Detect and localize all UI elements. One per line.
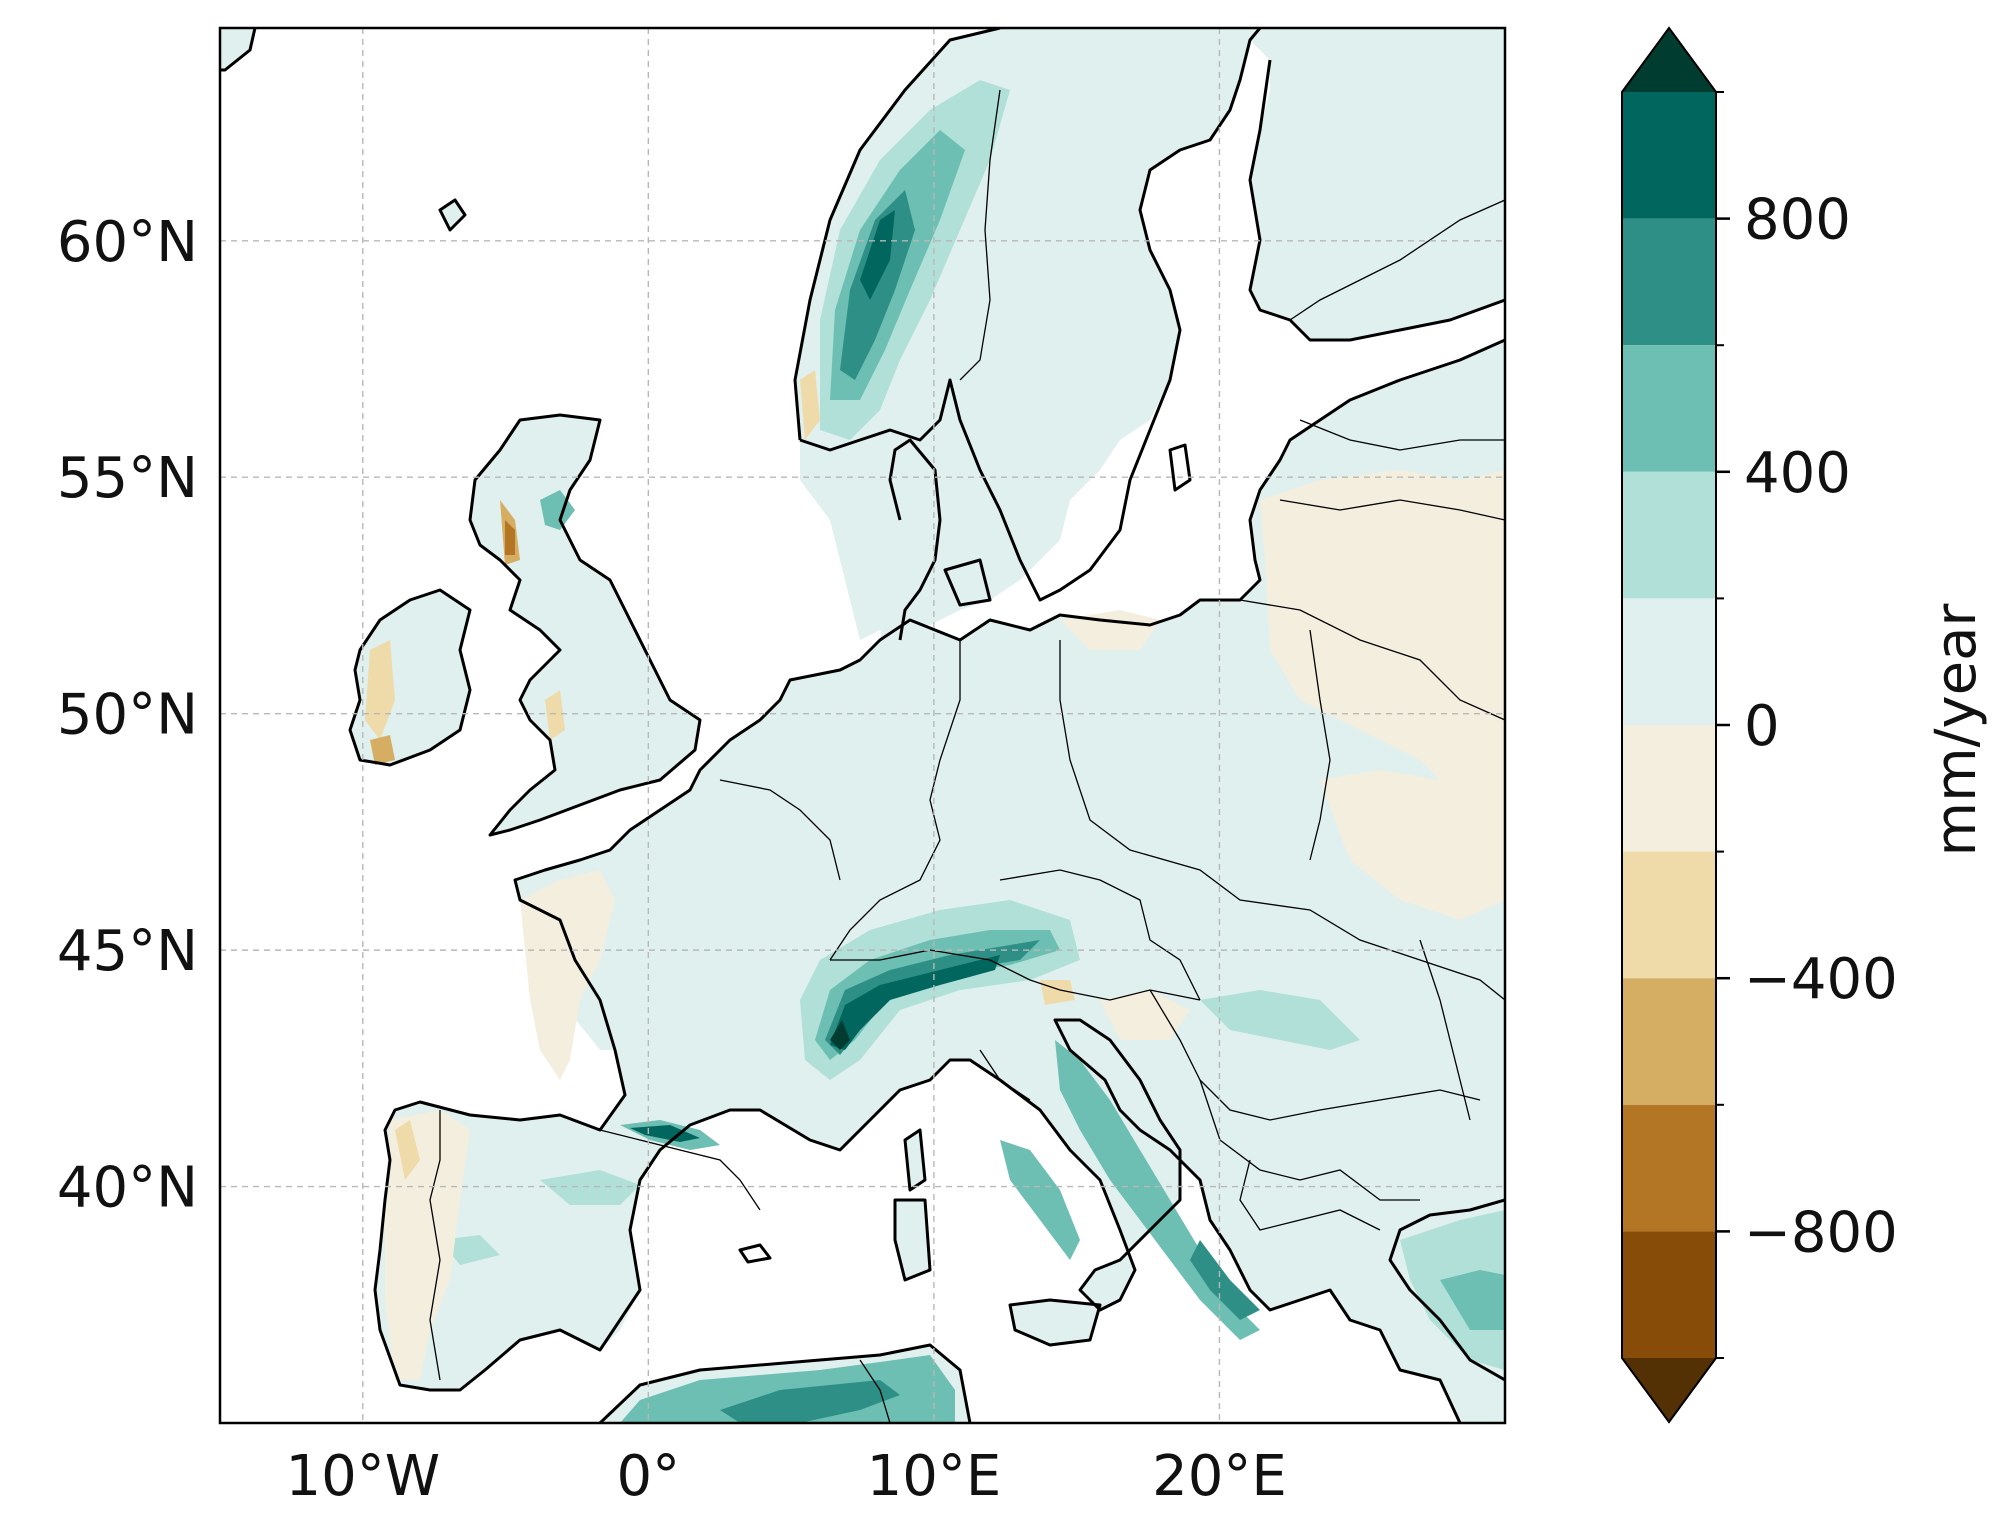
colorbar-bin bbox=[1622, 978, 1716, 1105]
colorbar-bin bbox=[1622, 598, 1716, 725]
colorbar-bin bbox=[1622, 92, 1716, 219]
colorbar-extend-min bbox=[1622, 1358, 1716, 1422]
colorbar-extend-max bbox=[1622, 28, 1716, 92]
colorbar-tick-label: −400 bbox=[1744, 947, 1898, 1012]
colorbar-bin bbox=[1622, 851, 1716, 979]
colorbar-bin bbox=[1622, 1104, 1716, 1232]
latitude-tick-labels: 40°N 45°N 50°N 55°N 60°N bbox=[57, 210, 198, 1221]
precip-positive-patches bbox=[440, 80, 1505, 1423]
lon-tick-label: 20°E bbox=[1152, 1444, 1287, 1509]
lat-tick-label: 45°N bbox=[57, 919, 198, 984]
coastlines bbox=[220, 28, 1505, 1423]
colorbar-bin bbox=[1622, 345, 1716, 472]
lon-tick-label: 10°W bbox=[285, 1444, 440, 1509]
precip-negative-patches bbox=[365, 370, 1505, 1380]
map-frame bbox=[218, 26, 1507, 1425]
colorbar-bin bbox=[1622, 471, 1716, 599]
colorbar-tick-label: −800 bbox=[1744, 1200, 1898, 1265]
longitude-tick-labels: 10°W 0° 10°E 20°E bbox=[285, 1444, 1286, 1509]
colorbar-title: mm/year bbox=[1924, 603, 1989, 857]
colorbar-tick-labels: 800 400 0 −400 −800 bbox=[1744, 188, 1898, 1266]
colorbar-bin bbox=[1622, 1231, 1716, 1358]
colorbar bbox=[1621, 26, 1730, 1424]
lat-tick-label: 55°N bbox=[57, 446, 198, 511]
colorbar-tick-label: 0 bbox=[1744, 694, 1780, 759]
colorbar-bin bbox=[1622, 218, 1716, 346]
colorbar-tick-label: 400 bbox=[1744, 441, 1851, 506]
lon-tick-label: 0° bbox=[617, 1444, 681, 1509]
lat-tick-label: 40°N bbox=[57, 1156, 198, 1221]
lat-tick-label: 60°N bbox=[57, 210, 198, 275]
colorbar-bin bbox=[1622, 725, 1716, 852]
colorbar-tick-label: 800 bbox=[1744, 188, 1851, 253]
lat-tick-label: 50°N bbox=[57, 683, 198, 748]
lon-tick-label: 10°E bbox=[867, 1444, 1002, 1509]
gridlines bbox=[220, 28, 1505, 1423]
